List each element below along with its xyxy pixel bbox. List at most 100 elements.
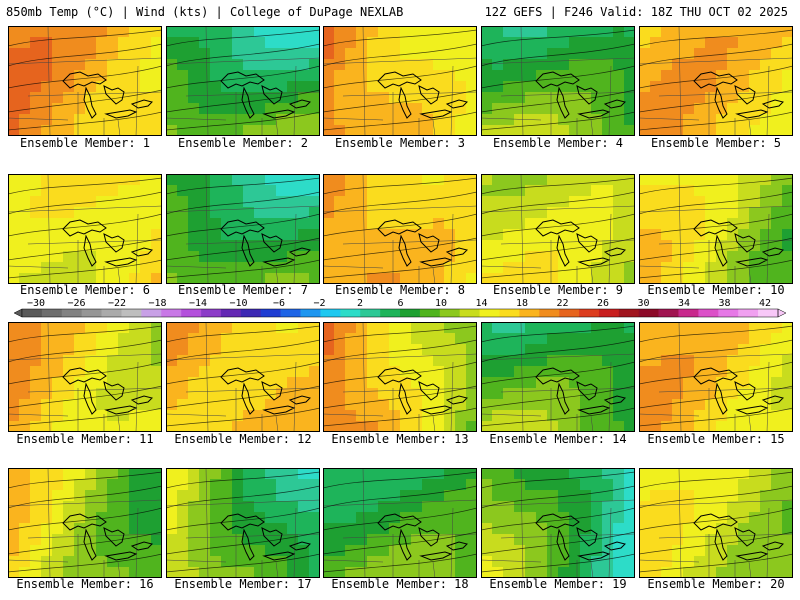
- temp-cell: [514, 501, 526, 513]
- temp-cell: [199, 512, 211, 524]
- temp-cell: [749, 512, 761, 524]
- temp-cell: [705, 48, 717, 60]
- temp-cell: [118, 468, 130, 480]
- temp-cell: [276, 273, 288, 284]
- temp-cell: [481, 388, 493, 400]
- temp-cell: [727, 37, 739, 49]
- temp-cell: [455, 196, 467, 208]
- temp-cell: [41, 251, 53, 263]
- temp-cell: [400, 355, 412, 367]
- temp-cell: [591, 81, 603, 93]
- temp-cell: [254, 523, 266, 535]
- temp-cell: [514, 262, 526, 274]
- temp-cell: [525, 125, 537, 136]
- temp-cell: [481, 37, 493, 49]
- temp-cell: [422, 399, 434, 411]
- temp-cell: [96, 37, 108, 49]
- temp-cell: [514, 125, 526, 136]
- temperature-map: [481, 174, 635, 284]
- temp-cell: [492, 399, 504, 411]
- temp-cell: [367, 333, 379, 345]
- temp-cell: [683, 70, 695, 82]
- temp-cell: [650, 81, 662, 93]
- temp-cell: [455, 567, 467, 578]
- temp-cell: [151, 388, 162, 400]
- temp-cell: [481, 512, 493, 524]
- temp-cell: [276, 26, 288, 38]
- great-lakes-outline: [535, 219, 626, 267]
- temp-cell: [514, 333, 526, 345]
- temp-cell: [19, 240, 31, 252]
- state-borders: [481, 322, 635, 432]
- temp-cell: [356, 218, 368, 230]
- temp-cell: [536, 26, 548, 38]
- temp-cell: [672, 512, 684, 524]
- height-contour: [639, 111, 793, 131]
- temp-cell: [536, 37, 548, 49]
- temp-cell: [683, 185, 695, 197]
- height-contour: [166, 385, 320, 409]
- temp-cell: [672, 410, 684, 422]
- temp-cell: [760, 81, 772, 93]
- temp-cell: [52, 421, 64, 432]
- temp-cell: [96, 59, 108, 71]
- temp-cell: [276, 218, 288, 230]
- temp-cell: [30, 207, 42, 219]
- temp-cell: [503, 262, 515, 274]
- temp-cell: [188, 26, 200, 38]
- temp-cell: [444, 333, 456, 345]
- temp-cell: [287, 196, 299, 208]
- temp-cell: [422, 273, 434, 284]
- temp-cell: [547, 196, 559, 208]
- temp-cell: [367, 125, 379, 136]
- temp-cell: [514, 48, 526, 60]
- temp-cell: [602, 103, 614, 115]
- temp-cell: [166, 322, 178, 334]
- temp-cell: [602, 59, 614, 71]
- temp-cell: [547, 59, 559, 71]
- temp-cell: [650, 344, 662, 356]
- temp-cell: [481, 262, 493, 274]
- temp-cell: [323, 333, 335, 345]
- temp-cell: [749, 366, 761, 378]
- temp-cell: [378, 344, 390, 356]
- temp-cell: [334, 81, 346, 93]
- temp-cell: [705, 501, 717, 513]
- temp-cell: [422, 567, 434, 578]
- temp-cell: [151, 218, 162, 230]
- temp-cell: [444, 196, 456, 208]
- temp-cell: [265, 81, 277, 93]
- temp-cell: [298, 523, 310, 535]
- temp-cell: [334, 545, 346, 557]
- temp-cell: [705, 399, 717, 411]
- temp-cell: [74, 59, 86, 71]
- temp-cell: [760, 490, 772, 502]
- height-contour: [323, 213, 477, 237]
- temp-cell: [166, 344, 178, 356]
- temp-cell: [547, 48, 559, 60]
- temp-cell: [389, 399, 401, 411]
- temp-cell: [323, 421, 335, 432]
- temp-cell: [760, 114, 772, 126]
- great-lakes-outline: [535, 71, 626, 119]
- temp-cell: [177, 240, 189, 252]
- temp-cell: [389, 251, 401, 263]
- temp-cell: [19, 545, 31, 557]
- temp-cell: [771, 251, 783, 263]
- temp-cell: [276, 81, 288, 93]
- temp-cell: [356, 251, 368, 263]
- temp-cell: [367, 388, 379, 400]
- temp-cell: [177, 70, 189, 82]
- temp-cell: [624, 366, 635, 378]
- temp-cell: [466, 196, 477, 208]
- temp-cell: [254, 388, 266, 400]
- temp-cell: [727, 388, 739, 400]
- temp-cell: [650, 501, 662, 513]
- temp-cell: [309, 556, 320, 568]
- temp-cell: [569, 37, 581, 49]
- temp-cell: [705, 523, 717, 535]
- temp-cell: [166, 218, 178, 230]
- temp-cell: [389, 512, 401, 524]
- temp-cell: [367, 251, 379, 263]
- temp-cell: [672, 388, 684, 400]
